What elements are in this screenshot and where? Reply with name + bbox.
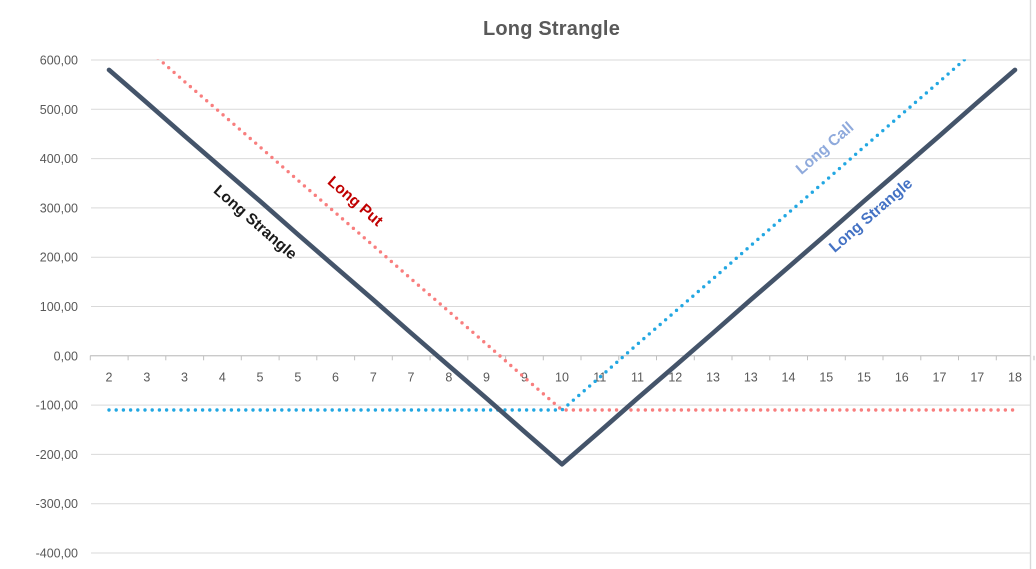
x-tick-label: 11 <box>631 371 644 385</box>
x-tick-label: 5 <box>294 371 301 385</box>
x-tick-label: 3 <box>181 371 188 385</box>
x-tick-label: 13 <box>706 371 720 385</box>
y-tick-label: -300,00 <box>36 497 78 511</box>
x-tick-label: 9 <box>521 371 528 385</box>
series-line-long-strangle <box>106 67 1018 467</box>
y-tick-label: -200,00 <box>36 448 78 462</box>
x-axis-labels: 2 3 3 4 5 5 6 7 7 8 9 9 10 11 11 12 13 13 14 15 15 16 17 17 18 <box>106 371 1022 385</box>
y-axis-labels: 600,00 500,00 400,00 300,00 200,00 100,00 0,00… <box>36 54 78 561</box>
series-line-long-put <box>156 59 1017 412</box>
y-tick-label: 400,00 <box>40 152 78 166</box>
x-tick-label: 8 <box>445 371 452 385</box>
y-tick-label: 600,00 <box>40 54 78 68</box>
x-axis <box>89 355 1035 361</box>
x-tick-label: 9 <box>483 371 490 385</box>
x-tick-label: 13 <box>744 371 758 385</box>
x-tick-label: 7 <box>370 371 377 385</box>
x-tick-label: 12 <box>668 371 682 385</box>
y-tick-label: 0,00 <box>54 349 78 363</box>
x-tick-label: 4 <box>219 371 226 385</box>
series-label-long-strangle-right: Long Strangle <box>826 175 916 256</box>
y-tick-label: 500,00 <box>40 103 78 117</box>
x-tick-label: 15 <box>857 371 871 385</box>
series-label-long-put: Long Put <box>324 173 386 230</box>
x-tick-label: 18 <box>1008 371 1022 385</box>
x-tick-label: 17 <box>970 371 984 385</box>
x-tick-label: 15 <box>819 371 833 385</box>
x-tick-label: 7 <box>408 371 415 385</box>
series-label-long-call: Long Call <box>793 119 857 178</box>
series-line-long-call <box>107 59 968 412</box>
x-tick-label: 3 <box>143 371 150 385</box>
x-tick-label: 10 <box>555 371 569 385</box>
y-tick-label: 300,00 <box>40 201 78 215</box>
gridlines <box>91 59 1030 554</box>
x-tick-label: 14 <box>782 371 796 385</box>
x-tick-label: 17 <box>933 371 947 385</box>
x-tick-label: 5 <box>257 371 264 385</box>
chart-title: Long Strangle <box>482 18 621 40</box>
y-tick-label: -400,00 <box>36 547 78 561</box>
y-tick-label: 200,00 <box>40 251 78 265</box>
y-tick-label: -100,00 <box>36 399 78 413</box>
x-tick-label: 2 <box>106 371 113 385</box>
x-tick-label: 16 <box>895 371 909 385</box>
y-tick-label: 100,00 <box>40 300 78 314</box>
x-tick-label: 6 <box>332 371 339 385</box>
